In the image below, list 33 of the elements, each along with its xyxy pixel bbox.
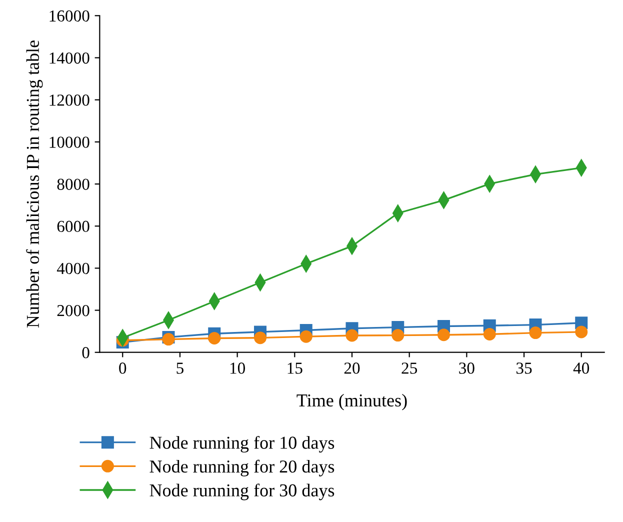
- x-tick-label: 10: [230, 362, 246, 374]
- point: [208, 332, 221, 344]
- y-tick-label: 0: [82, 347, 90, 358]
- point: [437, 328, 450, 342]
- legend-label: Node running for 30 days: [150, 484, 334, 500]
- x-tick-label: 5: [176, 362, 184, 374]
- x-tick-label: 30: [459, 362, 474, 374]
- point: [346, 329, 358, 342]
- y-tick-label: 14000: [50, 52, 90, 64]
- point: [575, 326, 588, 338]
- point: [254, 332, 266, 344]
- y-tick-label: 10000: [50, 136, 90, 148]
- x-tick-label: 15: [288, 362, 302, 374]
- y-tick-label: 8000: [57, 178, 90, 190]
- y-tick-label: 16000: [50, 10, 90, 22]
- point: [529, 326, 542, 340]
- point: [300, 330, 312, 343]
- x-axis-title: Time (minutes): [296, 394, 407, 410]
- x-tick-label: 20: [344, 362, 360, 374]
- y-tick-label: 4000: [56, 262, 90, 274]
- legend-label: Node running for 20 days: [150, 460, 334, 476]
- legend-label: Node running for 10 days: [150, 436, 334, 453]
- y-tick-label: 12000: [50, 94, 90, 106]
- point: [162, 333, 175, 346]
- x-tick-label: 25: [402, 362, 418, 374]
- x-tick-label: 40: [573, 362, 590, 374]
- point: [483, 328, 496, 341]
- point: [392, 329, 404, 342]
- x-tick-label: 0: [119, 362, 126, 374]
- y-tick-label: 6000: [57, 220, 90, 232]
- y-tick-label: 2000: [57, 304, 90, 316]
- x-tick-label: 35: [516, 362, 532, 374]
- y-axis-title: Number of malicious IP in routing table: [26, 40, 43, 328]
